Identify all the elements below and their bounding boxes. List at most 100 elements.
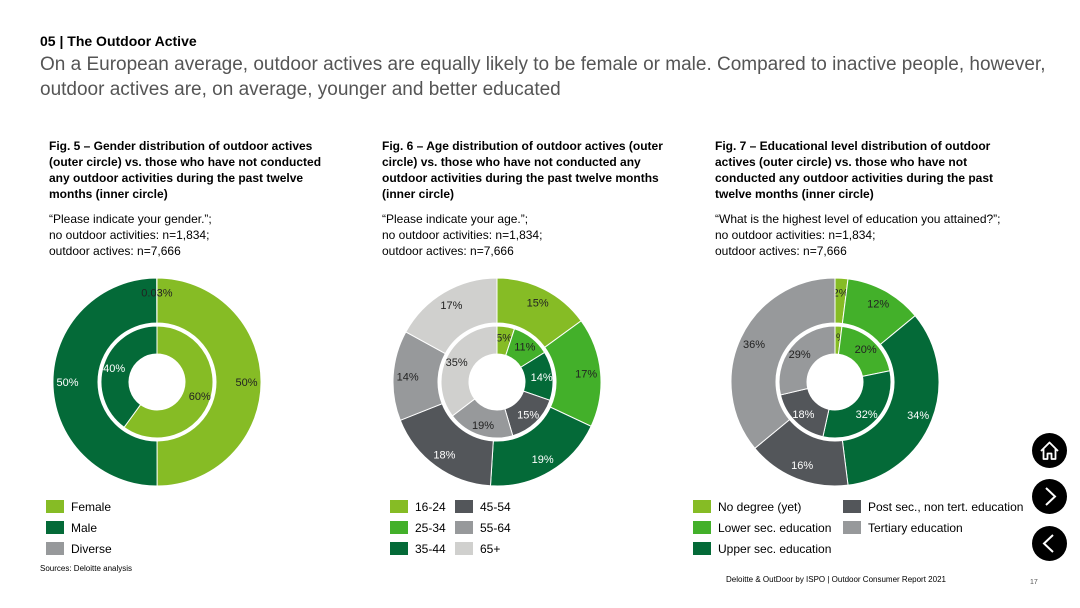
donut-data-label: 36%	[743, 339, 765, 351]
next-page-button[interactable]	[1032, 479, 1067, 514]
legend-label: Upper sec. education	[718, 542, 832, 556]
section-title: 05 | The Outdoor Active	[40, 33, 197, 49]
legend-item: Female	[46, 499, 111, 515]
legend-item: No degree (yet)	[693, 499, 801, 515]
legend-label: Tertiary education	[868, 521, 963, 535]
legend-label: 35-44	[415, 542, 446, 556]
donut-slice-inner	[778, 325, 836, 396]
donut-data-label: 18%	[433, 449, 455, 461]
legend-label: 55-64	[480, 521, 511, 535]
donut-slice-outer	[156, 277, 262, 487]
legend-swatch	[455, 500, 473, 514]
figure-6-caption: Fig. 6 – Age distribution of outdoor act…	[382, 138, 672, 259]
donut-data-label: 11%	[514, 342, 535, 354]
donut-data-label: 2%	[833, 288, 849, 300]
donut-center-hole	[470, 355, 524, 409]
legend-item: Male	[46, 520, 97, 536]
figure-5-caption: Fig. 5 – Gender distribution of outdoor …	[49, 138, 339, 259]
donut-data-label: 50%	[235, 377, 257, 389]
donut-data-label: 17%	[440, 300, 462, 312]
legend-label: Diverse	[71, 542, 112, 556]
legend-swatch	[390, 521, 408, 535]
legend-swatch	[390, 500, 408, 514]
legend-item: 45-54	[455, 499, 511, 515]
legend-swatch	[843, 521, 861, 535]
donut-slice-inner	[822, 370, 892, 439]
donut-data-label: 16%	[791, 460, 813, 472]
donut-data-label: 35%	[446, 357, 468, 369]
legend-swatch	[693, 542, 711, 556]
donut-data-label: 34%	[907, 410, 929, 422]
donut-data-label: 15%	[517, 410, 539, 422]
legend-label: Post sec., non tert. education	[868, 500, 1024, 514]
donut-data-label: 15%	[527, 297, 549, 309]
donut-data-label: 40%	[103, 363, 125, 375]
donut-data-label: 20%	[855, 344, 877, 356]
donut-center-hole	[130, 355, 184, 409]
legend-swatch	[843, 500, 861, 514]
legend-swatch	[390, 542, 408, 556]
legend-item: Upper sec. education	[693, 541, 831, 557]
age-donut-chart: 15% 17% 19% 18% 14% 17% 5%11% 14% 15% 19% 35%	[392, 277, 602, 487]
figure-n-inactive: no outdoor activities: n=1,834;	[382, 228, 543, 242]
figure-question: “What is the highest level of education …	[715, 212, 1001, 226]
page-number: 17	[1030, 579, 1038, 586]
legend-label: 25-34	[415, 521, 446, 535]
legend-label: Female	[71, 500, 112, 514]
home-icon	[1040, 441, 1059, 460]
figure-n-active: outdoor actives: n=7,666	[382, 244, 514, 258]
donut-data-label: 60%	[189, 391, 211, 403]
legend-swatch	[693, 521, 711, 535]
figure-n-active: outdoor actives: n=7,666	[49, 244, 181, 258]
figure-n-inactive: no outdoor activities: n=1,834;	[49, 228, 210, 242]
donut-slice-outer	[841, 315, 940, 486]
legend-label: No degree (yet)	[718, 500, 802, 514]
legend-item: 25-34	[390, 520, 446, 536]
legend-swatch	[693, 500, 711, 514]
donut-slice-outer	[730, 277, 836, 449]
legend-item: 65+	[455, 541, 500, 557]
donut-data-label: 5%	[496, 333, 512, 345]
donut-slice-inner	[440, 325, 498, 417]
previous-page-button[interactable]	[1032, 526, 1067, 561]
donut-slice-outer	[52, 277, 158, 487]
legend-swatch	[455, 542, 473, 556]
legend-swatch	[455, 521, 473, 535]
donut-data-label: 14%	[397, 371, 419, 383]
legend-label: 65+	[480, 542, 501, 556]
figure-title: Fig. 6 – Age distribution of outdoor act…	[382, 139, 663, 201]
donut-slice-inner	[100, 325, 158, 429]
donut-data-label: 50%	[56, 377, 78, 389]
donut-data-label: 14%	[531, 372, 553, 384]
legend-label: Lower sec. education	[718, 521, 832, 535]
legend-item: 35-44	[390, 541, 446, 557]
figure-question: “Please indicate your gender.”;	[49, 212, 212, 226]
legend-item: Tertiary education	[843, 520, 963, 536]
donut-center-hole	[808, 355, 862, 409]
donut-slice-inner	[123, 325, 214, 439]
legend-label: 45-54	[480, 500, 511, 514]
legend-label: 16-24	[415, 500, 446, 514]
page-subtitle: On a European average, outdoor actives a…	[40, 54, 1046, 100]
education-donut-chart: 2%12%34%16%36%2%20%32%18%29%	[730, 277, 940, 487]
chevron-left-icon	[1042, 534, 1054, 553]
donut-slice-outer	[405, 277, 498, 355]
report-footer: Deloitte & OutDoor by ISPO | Outdoor Con…	[726, 575, 946, 584]
donut-data-label: 29%	[789, 349, 811, 361]
figure-7-caption: Fig. 7 – Educational level distribution …	[715, 138, 1005, 259]
legend-item: 16-24	[390, 499, 446, 515]
donut-data-label: 19%	[472, 420, 494, 432]
legend-item: 55-64	[455, 520, 511, 536]
legend-swatch	[46, 500, 64, 514]
legend-swatch	[46, 542, 64, 556]
legend-swatch	[46, 521, 64, 535]
figure-question: “Please indicate your age.”;	[382, 212, 529, 226]
donut-data-label: 18%	[792, 409, 814, 421]
donut-data-label: 0.03%	[141, 288, 172, 300]
donut-data-label: 32%	[856, 409, 878, 421]
legend-item: Post sec., non tert. education	[843, 499, 1023, 515]
legend-item: Lower sec. education	[693, 520, 831, 536]
figure-n-inactive: no outdoor activities: n=1,834;	[715, 228, 876, 242]
donut-data-label: 17%	[575, 369, 597, 381]
home-button[interactable]	[1032, 433, 1067, 468]
